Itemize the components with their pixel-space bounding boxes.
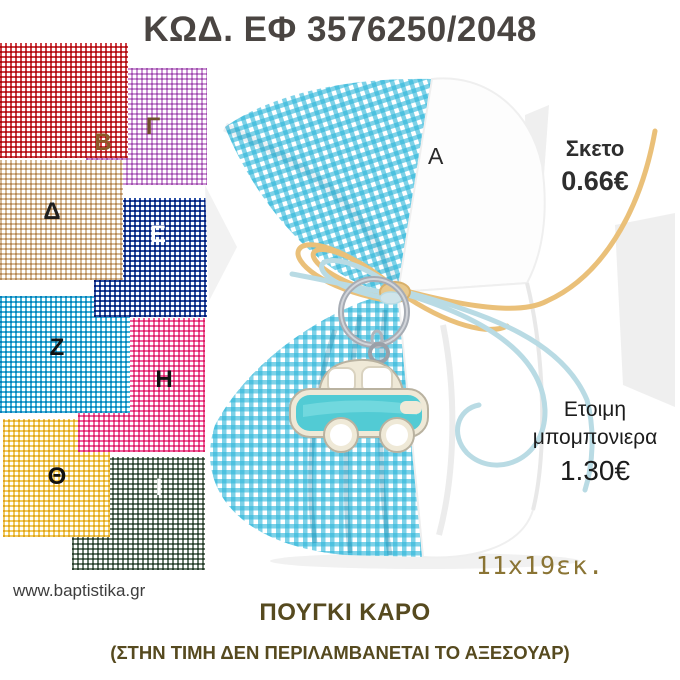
swatch-letter: Ζ <box>49 334 65 361</box>
swatch-letter: Β <box>94 129 112 156</box>
ready-label-line1: Ετοιμη <box>563 398 627 421</box>
plain-price-value: 0.66€ <box>561 166 629 196</box>
photo-background <box>205 105 675 569</box>
car-charm-icon <box>289 358 429 453</box>
fabric-swatch-red: Β <box>0 43 128 158</box>
product-size: 11x19εκ. <box>475 551 605 580</box>
site-watermark: www.baptistika.gr <box>13 581 146 600</box>
ready-price-value: 1.30€ <box>559 454 631 486</box>
swatch-letter: Δ <box>43 198 61 225</box>
bag-pouch <box>210 77 546 559</box>
swatch-letter: Γ <box>145 113 161 140</box>
fabric-swatch-beige: Δ <box>0 160 123 280</box>
product-photo <box>205 77 675 569</box>
ready-label-line2: μπομπονιερα <box>532 426 658 450</box>
car-keychain <box>289 276 429 453</box>
ready-price-block: Ετοιμη μπομπονιερα 1.30€ <box>513 396 677 487</box>
plain-price-block: Σκετο 0.66€ <box>543 136 647 197</box>
bag-wing-gingham <box>225 78 432 293</box>
bag-variant-letter: Α <box>428 143 444 169</box>
swatch-letter: Θ <box>47 463 67 490</box>
product-code: ΚΩΔ. ΕΦ 3576250/2048 <box>143 10 537 49</box>
plain-price-label: Σκετο <box>565 136 625 161</box>
swatch-letter: Ι <box>155 474 163 501</box>
bag-dome-white <box>396 77 546 294</box>
price-note: (ΣΤΗΝ ΤΙΜΗ ΔΕΝ ΠΕΡΙΛΑΜΒΑΝΕΤΑΙ ΤΟ ΑΞΕΣΟΥΑ… <box>110 642 570 663</box>
swatch-letter: Η <box>155 366 173 393</box>
swatch-letter: Ε <box>149 221 167 248</box>
ribbon-cords <box>289 128 658 493</box>
product-name: ΠΟΥΓΚΙ ΚΑΡΟ <box>259 599 431 626</box>
